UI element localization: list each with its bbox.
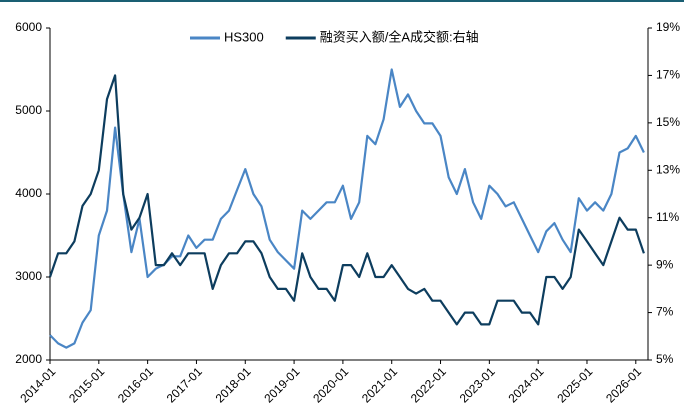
x-tick-label: 2026-01 <box>603 364 644 405</box>
y2-tick-label: 13% <box>656 162 680 176</box>
legend-label: HS300 <box>224 29 264 44</box>
y-tick-label: 3000 <box>15 269 42 283</box>
y-tick-label: 4000 <box>15 186 42 200</box>
x-tick-label: 2025-01 <box>554 364 595 405</box>
x-tick-label: 2024-01 <box>505 364 546 405</box>
y2-tick-label: 9% <box>656 257 674 271</box>
legend: HS300 融资买入额/全A成交额:右轴 <box>190 29 479 44</box>
x-tick-label: 2022-01 <box>408 364 449 405</box>
y-tick-label: 2000 <box>15 352 42 366</box>
x-tick-label: 2019-01 <box>261 364 302 405</box>
x-tick-label: 2023-01 <box>457 364 498 405</box>
y2-tick-label: 15% <box>656 115 680 129</box>
y2-tick-label: 5% <box>656 352 674 366</box>
x-tick-label: 2014-01 <box>17 364 58 405</box>
y-tick-label: 5000 <box>15 103 42 117</box>
x-tick-label: 2016-01 <box>115 364 156 405</box>
y2-tick-label: 17% <box>656 68 680 82</box>
y-tick-label: 6000 <box>15 20 42 34</box>
legend-label: 融资买入额/全A成交额:右轴 <box>320 29 479 44</box>
series-line <box>49 68 645 349</box>
y2-tick-label: 11% <box>656 210 679 224</box>
series-line <box>48 74 645 326</box>
x-tick-label: 2017-01 <box>164 364 205 405</box>
x-tick-label: 2015-01 <box>66 364 107 405</box>
y2-tick-label: 7% <box>656 305 674 319</box>
x-tick-label: 2018-01 <box>213 364 254 405</box>
y2-tick-label: 19% <box>656 20 680 34</box>
x-tick-label: 2020-01 <box>310 364 351 405</box>
x-tick-label: 2021-01 <box>359 364 400 405</box>
